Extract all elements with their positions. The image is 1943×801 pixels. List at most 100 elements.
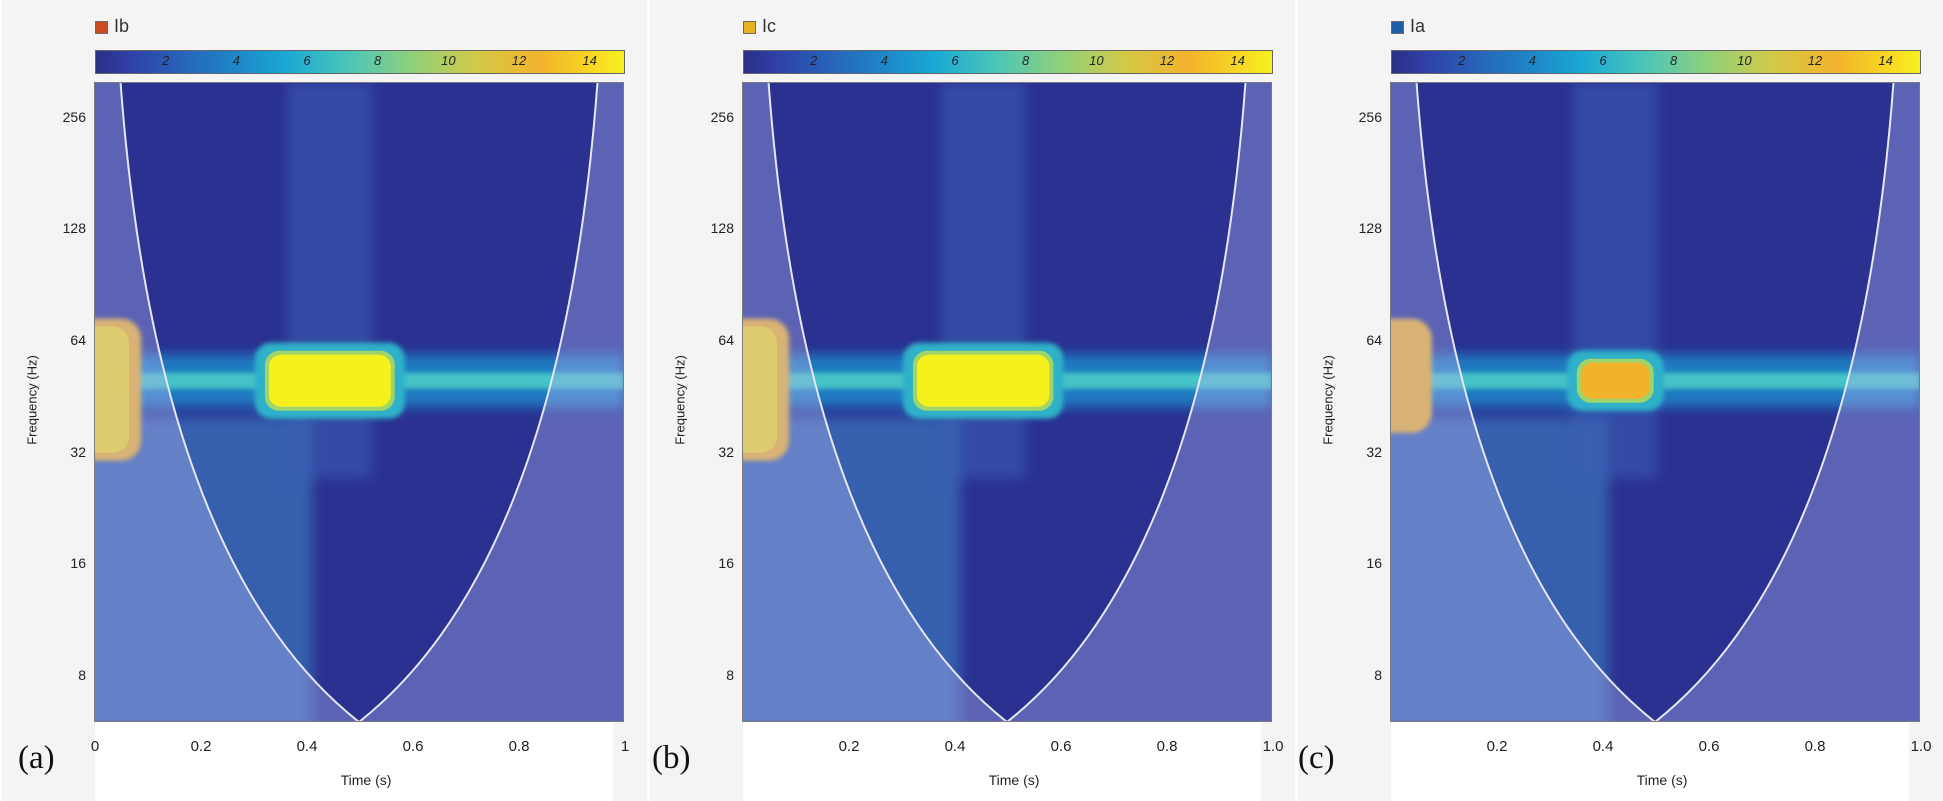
panel-letter: (b) [652, 740, 691, 776]
y-tick-label: 8 [1374, 666, 1382, 683]
chart-panel-b: Ic 2 4 6 8 10 12 14 256 128 64 32 16 8 Frequency (H… [650, 0, 1295, 801]
y-axis-label: Frequency (Hz) [24, 355, 40, 445]
plot-frame [94, 82, 624, 722]
x-axis-label: Time (s) [340, 772, 392, 788]
y-tick-label: 16 [718, 555, 734, 572]
heatmap-plot [1390, 82, 1920, 722]
colorbar-tick-label: 10 [1737, 53, 1752, 68]
legend-label: Ia [1410, 16, 1426, 36]
panel-letter: (a) [18, 740, 55, 776]
y-tick-label: 128 [1358, 220, 1382, 237]
colorbar [1391, 50, 1921, 74]
x-axis-label: Time (s) [1636, 772, 1688, 788]
x-tick-label: 0.2 [1486, 738, 1508, 755]
colorbar-tick-label: 10 [441, 53, 456, 68]
transient-streak [1572, 82, 1658, 479]
heatmap-plot [94, 82, 624, 722]
y-tick-label: 128 [710, 220, 734, 237]
colorbar [743, 50, 1273, 74]
panel-letter: (c) [1298, 740, 1335, 776]
colorbar-tick-label: 14 [1230, 53, 1245, 68]
legend-swatch [1391, 21, 1404, 34]
y-tick-label: 8 [78, 666, 86, 683]
x-tick-label: 0.4 [296, 738, 318, 755]
colorbar-tick-label: 8 [1022, 53, 1030, 68]
x-tick-label: 0.8 [508, 738, 530, 755]
chart-panel-c: Ia 2 4 6 8 10 12 14 256 128 64 32 16 8 Frequency (H… [1298, 0, 1943, 801]
colorbar-tick-label: 14 [1878, 53, 1893, 68]
x-tick-label: 0.4 [944, 738, 966, 755]
x-tick-label: 0.8 [1804, 738, 1826, 755]
x-axis-strip [95, 722, 613, 801]
cone-shade-left [742, 82, 1007, 722]
y-tick-label: 32 [70, 443, 86, 460]
colorbar-tick-label: 2 [1458, 53, 1466, 68]
x-tick-label: 1.0 [1910, 738, 1932, 755]
cone-shade-right [359, 82, 624, 722]
legend-swatch [95, 21, 108, 34]
colorbar-tick-label: 14 [582, 53, 597, 68]
colorbar [95, 50, 625, 74]
colorbar-tick-label: 4 [880, 53, 888, 68]
heatmap-layer [94, 82, 624, 722]
y-tick-label: 32 [718, 443, 734, 460]
hotspot-core [1580, 362, 1650, 399]
plot-frame [742, 82, 1272, 722]
x-tick-label: 1.0 [1262, 738, 1284, 755]
colorbar-tick-label: 12 [1807, 53, 1823, 68]
x-tick-label: 0.2 [838, 738, 860, 755]
low-frequency-region [94, 416, 313, 722]
y-tick-label: 16 [1366, 555, 1382, 572]
chart-panel-a: Ib 2 4 6 8 10 12 14 256 128 64 32 16 8 Frequency (H… [2, 0, 647, 801]
cone-of-influence-line [119, 82, 599, 722]
y-tick-label: 64 [718, 332, 734, 349]
low-frequency-region [1390, 416, 1609, 722]
colorbar-tick-label: 2 [810, 53, 818, 68]
y-tick-label: 32 [1366, 443, 1382, 460]
heatmap-plot [742, 82, 1272, 722]
cone-of-influence-line [767, 82, 1247, 722]
hotspot-core [916, 354, 1050, 407]
colorbar-tick-label: 10 [1089, 53, 1104, 68]
edge-hotspot-core [94, 326, 130, 453]
x-axis-label: Time (s) [988, 772, 1040, 788]
x-tick-label: 1 [620, 738, 630, 755]
colorbar-tick-label: 2 [162, 53, 170, 68]
colorbar-tick-label: 6 [951, 53, 959, 68]
cone-shade-left [1390, 82, 1655, 722]
cone-shade-left [94, 82, 359, 722]
legend-label: Ic [762, 16, 777, 36]
colorbar-tick-label: 6 [1599, 53, 1607, 68]
y-tick-label: 64 [1366, 332, 1382, 349]
y-tick-label: 256 [1358, 108, 1382, 125]
y-tick-label: 64 [70, 332, 86, 349]
x-tick-label: 0.4 [1592, 738, 1614, 755]
x-axis-strip [1391, 722, 1909, 801]
legend-swatch [743, 21, 756, 34]
colorbar-tick-label: 12 [511, 53, 527, 68]
x-tick-label: 0.6 [1050, 738, 1072, 755]
x-tick-label: 0.6 [402, 738, 424, 755]
colorbar-tick-label: 4 [232, 53, 240, 68]
x-tick-label: 0.6 [1698, 738, 1720, 755]
cone-shade-right [1655, 82, 1920, 722]
colorbar-tick-label: 8 [1670, 53, 1678, 68]
colorbar-tick-label: 12 [1159, 53, 1175, 68]
heatmap-layer [742, 82, 1272, 722]
transient-streak [940, 82, 1026, 479]
y-axis-label: Frequency (Hz) [1320, 355, 1336, 445]
colorbar-tick-label: 8 [374, 53, 382, 68]
legend-label: Ib [114, 16, 130, 36]
transient-streak [287, 82, 373, 479]
y-axis-label: Frequency (Hz) [672, 355, 688, 445]
edge-hotspot-core [742, 326, 778, 453]
heatmap-layer [1390, 82, 1920, 722]
x-tick-label: 0.8 [1156, 738, 1178, 755]
y-tick-label: 128 [62, 220, 86, 237]
cone-of-influence-line [1415, 82, 1895, 722]
edge-hotspot-core [1390, 326, 1420, 425]
hotspot-core [268, 354, 391, 407]
colorbar-tick-label: 6 [303, 53, 311, 68]
plot-frame [1390, 82, 1920, 722]
y-tick-label: 16 [70, 555, 86, 572]
